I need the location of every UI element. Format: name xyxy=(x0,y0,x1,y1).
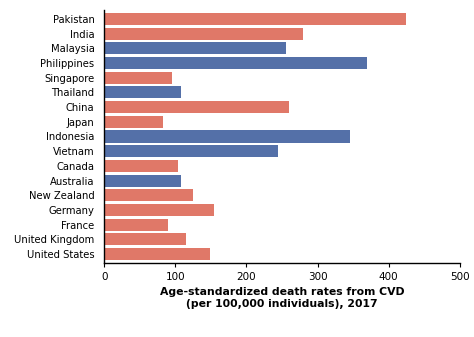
X-axis label: Age-standardized death rates from CVD
(per 100,000 individuals), 2017: Age-standardized death rates from CVD (p… xyxy=(160,287,404,309)
Bar xyxy=(104,72,172,84)
Bar xyxy=(104,160,177,172)
Bar xyxy=(104,13,407,25)
Bar xyxy=(104,130,349,143)
Bar xyxy=(104,101,289,113)
Bar xyxy=(104,189,193,201)
Bar xyxy=(104,86,181,98)
Bar xyxy=(104,204,214,216)
Bar xyxy=(104,219,168,231)
Bar xyxy=(104,116,163,128)
Bar xyxy=(104,57,367,69)
Bar xyxy=(104,145,279,157)
Bar xyxy=(104,248,210,260)
Bar xyxy=(104,28,303,40)
Bar xyxy=(104,175,181,187)
Bar xyxy=(104,233,186,245)
Bar xyxy=(104,42,285,54)
